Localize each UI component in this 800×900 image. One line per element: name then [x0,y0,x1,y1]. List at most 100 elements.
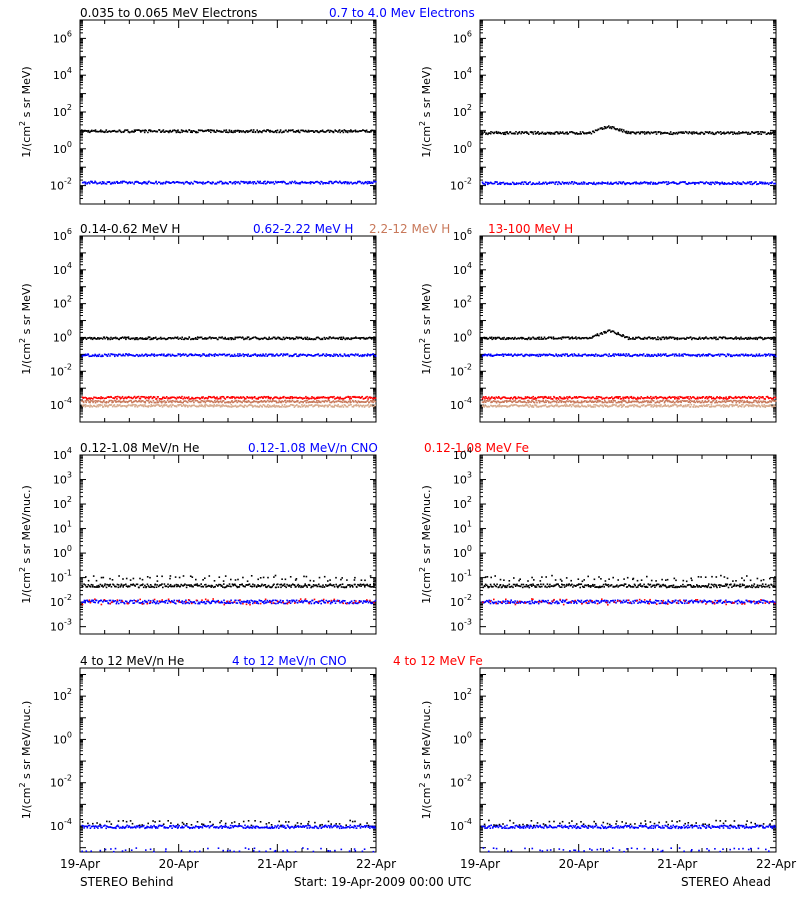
data-point [296,355,298,357]
data-point [643,397,646,399]
data-point [738,131,740,133]
data-point [194,353,197,356]
data-point [152,399,155,402]
data-point [94,400,97,402]
data-point [713,354,716,357]
data-point [255,337,257,339]
data-point [597,401,599,403]
data-point [561,181,564,183]
data-point [634,338,636,340]
data-point [120,180,122,183]
y-axis-label: 1/(cm2 s sr MeV) [418,283,433,374]
data-point [120,405,122,408]
data-point [764,181,766,184]
data-point [683,396,685,399]
data-point [727,396,730,398]
data-point [717,182,719,184]
data-point [269,338,272,340]
data-point [127,404,129,407]
data-point [256,355,258,357]
data-point [169,404,172,406]
data-point [757,183,760,185]
data-point [284,354,287,356]
data-point [686,131,688,134]
data-point [494,336,497,339]
data-point [503,353,505,356]
data-point [499,401,502,404]
data-point [229,337,232,339]
data-point [555,354,558,357]
data-point [604,397,607,399]
data-point [283,338,286,341]
data-point [167,337,170,339]
data-point [719,396,721,398]
data-point [636,399,638,402]
data-point [493,132,495,135]
data-point [307,405,309,408]
data-point [167,353,169,356]
data-point [510,183,513,185]
data-point [557,132,559,135]
data-point [568,338,571,340]
data-point [202,183,204,185]
data-point [628,397,630,400]
data-point [527,401,530,404]
data-point [742,337,744,340]
data-point [716,396,718,398]
data-point [360,130,363,132]
data-point [160,131,163,133]
data-point [208,130,210,132]
data-point [218,404,221,407]
data-point [772,397,774,400]
data-point [632,354,634,357]
data-point [763,353,766,356]
data-point [147,396,150,398]
data-point [162,129,165,131]
data-point [498,397,501,399]
data-point [545,399,547,402]
data-point [340,406,342,408]
data-point [583,397,585,399]
data-point [118,353,120,356]
data-point [165,404,168,406]
data-point [647,397,650,399]
data-point [140,182,142,184]
data-point [110,336,112,339]
data-point [509,400,511,402]
data-point [316,397,319,400]
data-point [188,336,191,339]
data-point [130,354,132,356]
data-point [317,396,319,398]
data-point [96,401,99,403]
data-point [566,181,569,184]
data-point [491,401,493,403]
data-point [307,182,309,184]
data-point [308,404,310,407]
data-point [145,129,147,132]
data-point [213,355,216,357]
data-point [715,338,717,341]
data-point [344,354,346,357]
data-point [163,337,166,340]
data-point [343,397,345,400]
data-point [212,129,214,132]
data-point [682,131,684,133]
data-point [726,182,729,185]
data-point [481,337,483,339]
data-point [343,129,346,131]
y-tick-label: 106 [53,29,72,45]
series-blue-2 [481,353,777,358]
y-axis-label-part: 1/(cm [20,343,33,375]
data-point [604,126,607,129]
data-point [249,180,251,183]
data-point [653,353,656,356]
data-point [495,338,497,340]
data-point [224,398,227,400]
data-point [562,353,565,356]
data-point [293,130,296,133]
data-point [121,395,124,398]
data-point [625,401,628,404]
data-point [642,400,644,403]
data-point [556,401,558,404]
data-point [367,404,369,406]
